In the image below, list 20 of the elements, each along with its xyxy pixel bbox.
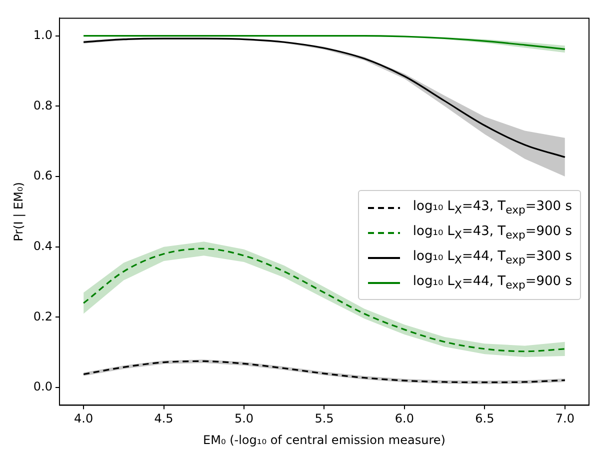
y-tick-label: 0.6 <box>33 168 52 183</box>
x-axis-title: EM₀ (-log₁₀ of central emission measure) <box>203 432 446 447</box>
y-axis-title: Pr(I | EM₀) <box>11 182 26 242</box>
y-tick-label: 0.0 <box>33 380 52 394</box>
y-tick-label: 0.4 <box>33 239 52 254</box>
y-tick-label: 1.0 <box>33 28 52 42</box>
legend-label: log₁₀ L$_{X}$=43, T$_{exp}$=300 s <box>412 198 572 216</box>
legend-label: log₁₀ L$_{X}$=44, T$_{exp}$=300 s <box>412 248 572 266</box>
x-tick-label: 6.5 <box>475 412 494 426</box>
x-tick-label: 4.0 <box>74 412 94 426</box>
legend-label: log₁₀ L$_{X}$=43, T$_{exp}$=900 s <box>412 224 572 242</box>
x-tick-label: 7.0 <box>555 412 574 426</box>
x-tick-label: 5.0 <box>234 412 254 426</box>
y-tick-label: 0.8 <box>33 98 52 112</box>
y-tick-label: 0.2 <box>33 309 52 324</box>
x-tick-label: 4.5 <box>154 412 174 426</box>
line-series <box>82 34 566 50</box>
x-tick-label: 6.0 <box>394 412 414 426</box>
legend-label: log₁₀ L$_{X}$=44, T$_{exp}$=900 s <box>412 274 572 292</box>
x-tick-label: 5.5 <box>314 412 334 426</box>
